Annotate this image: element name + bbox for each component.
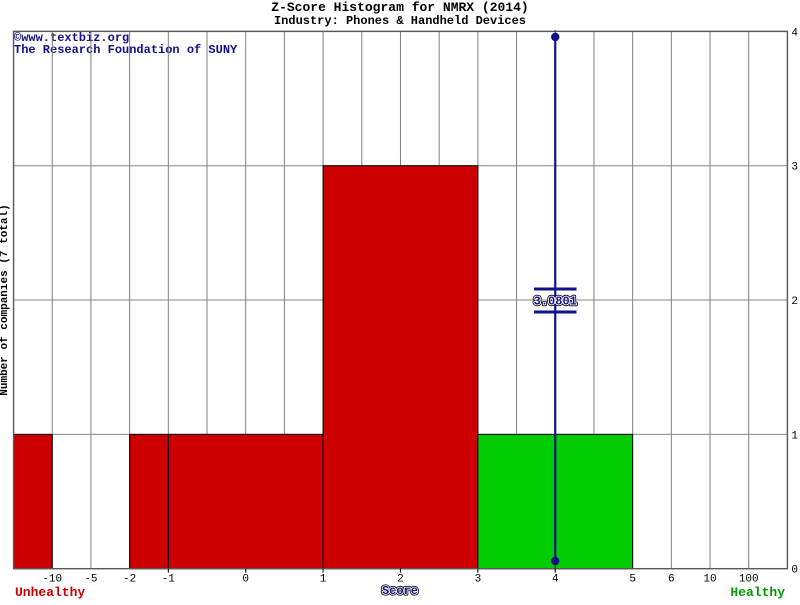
svg-text:Unhealthy: Unhealthy bbox=[15, 585, 85, 600]
svg-text:4: 4 bbox=[791, 27, 798, 39]
svg-text:100: 100 bbox=[739, 574, 759, 586]
svg-text:Score: Score bbox=[382, 584, 418, 598]
svg-text:5: 5 bbox=[629, 574, 636, 586]
svg-text:Z-Score Histogram for NMRX (20: Z-Score Histogram for NMRX (2014) bbox=[271, 0, 528, 15]
svg-text:2: 2 bbox=[791, 296, 798, 308]
svg-text:Industry: Phones & Handheld De: Industry: Phones & Handheld Devices bbox=[274, 14, 526, 28]
svg-text:-10: -10 bbox=[42, 574, 62, 586]
svg-text:Number of companies (7 total): Number of companies (7 total) bbox=[0, 204, 11, 395]
svg-text:3: 3 bbox=[791, 162, 798, 174]
svg-text:3: 3 bbox=[475, 574, 482, 586]
svg-text:0: 0 bbox=[791, 565, 798, 577]
svg-text:1: 1 bbox=[320, 574, 327, 586]
svg-text:6: 6 bbox=[668, 574, 675, 586]
svg-text:-5: -5 bbox=[84, 574, 97, 586]
svg-text:3.0801: 3.0801 bbox=[534, 295, 577, 309]
svg-text:10: 10 bbox=[703, 574, 716, 586]
svg-text:4: 4 bbox=[552, 574, 559, 586]
svg-text:0: 0 bbox=[242, 574, 249, 586]
svg-text:-2: -2 bbox=[123, 574, 136, 586]
svg-text:The Research Foundation of SUN: The Research Foundation of SUNY bbox=[14, 43, 238, 57]
svg-text:-1: -1 bbox=[162, 574, 176, 586]
svg-text:Healthy: Healthy bbox=[730, 585, 785, 600]
svg-text:1: 1 bbox=[791, 430, 798, 442]
